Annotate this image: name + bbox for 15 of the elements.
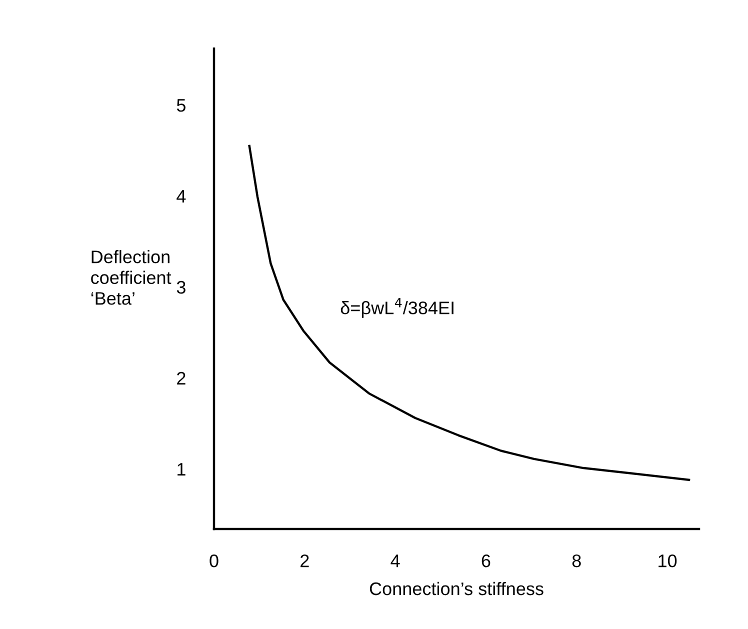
y-tick-label: 4 [176,190,186,203]
y-tick-label: 2 [177,372,186,385]
y-tick-label: 5 [176,99,186,112]
y-tick-label: 3 [176,280,186,294]
y-tick-label: 1 [178,463,186,476]
x-tick-label: 4 [390,554,400,568]
y-axis-title: Deflection coefficient ‘Beta’ [91,250,172,305]
x-tick-label: 10 [658,554,677,568]
annotation: δ=βwL$^{4}$/384EI [340,298,454,318]
x-tick-label: 8 [572,554,581,568]
x-tick-label: 0 [210,554,218,568]
x-tick-label: 2 [300,554,309,568]
line-series [248,144,690,481]
x-axis-title: Connection’s stiffness [370,582,544,596]
x-tick-label: 6 [482,554,490,568]
